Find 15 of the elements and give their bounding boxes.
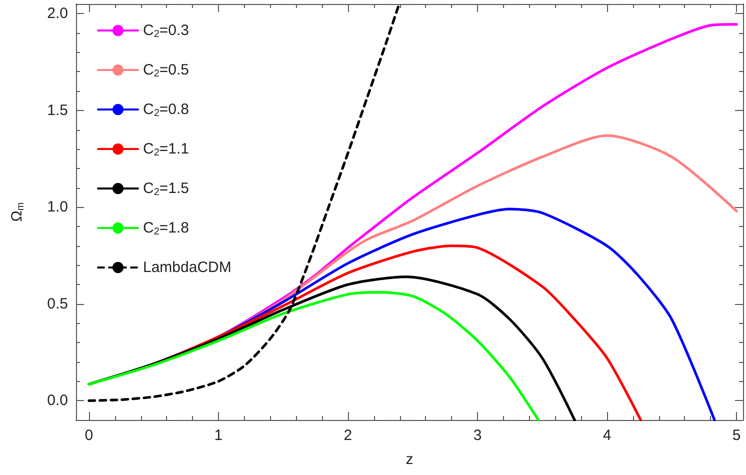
y-tick-label: 0.5 [47, 295, 68, 312]
y-tick-label: 1.5 [47, 102, 68, 119]
x-tick-label: 3 [473, 427, 482, 444]
line-series [88, 291, 540, 422]
y-tick-label: 1.0 [47, 198, 68, 216]
x-tick-label: 5 [732, 427, 741, 444]
x-tick-label: 0 [84, 427, 94, 444]
x-tick-label: 2 [344, 427, 352, 444]
y-axis-title: Ωm [8, 202, 26, 222]
y-tick-label: 2.0 [47, 5, 68, 22]
x-tick-label: 1 [214, 427, 223, 444]
legend-label: LambdaCDM [143, 259, 232, 276]
x-axis-title: z [406, 451, 414, 468]
x-tick-label: 4 [602, 427, 612, 444]
y-tick-label: 0.0 [47, 392, 68, 410]
